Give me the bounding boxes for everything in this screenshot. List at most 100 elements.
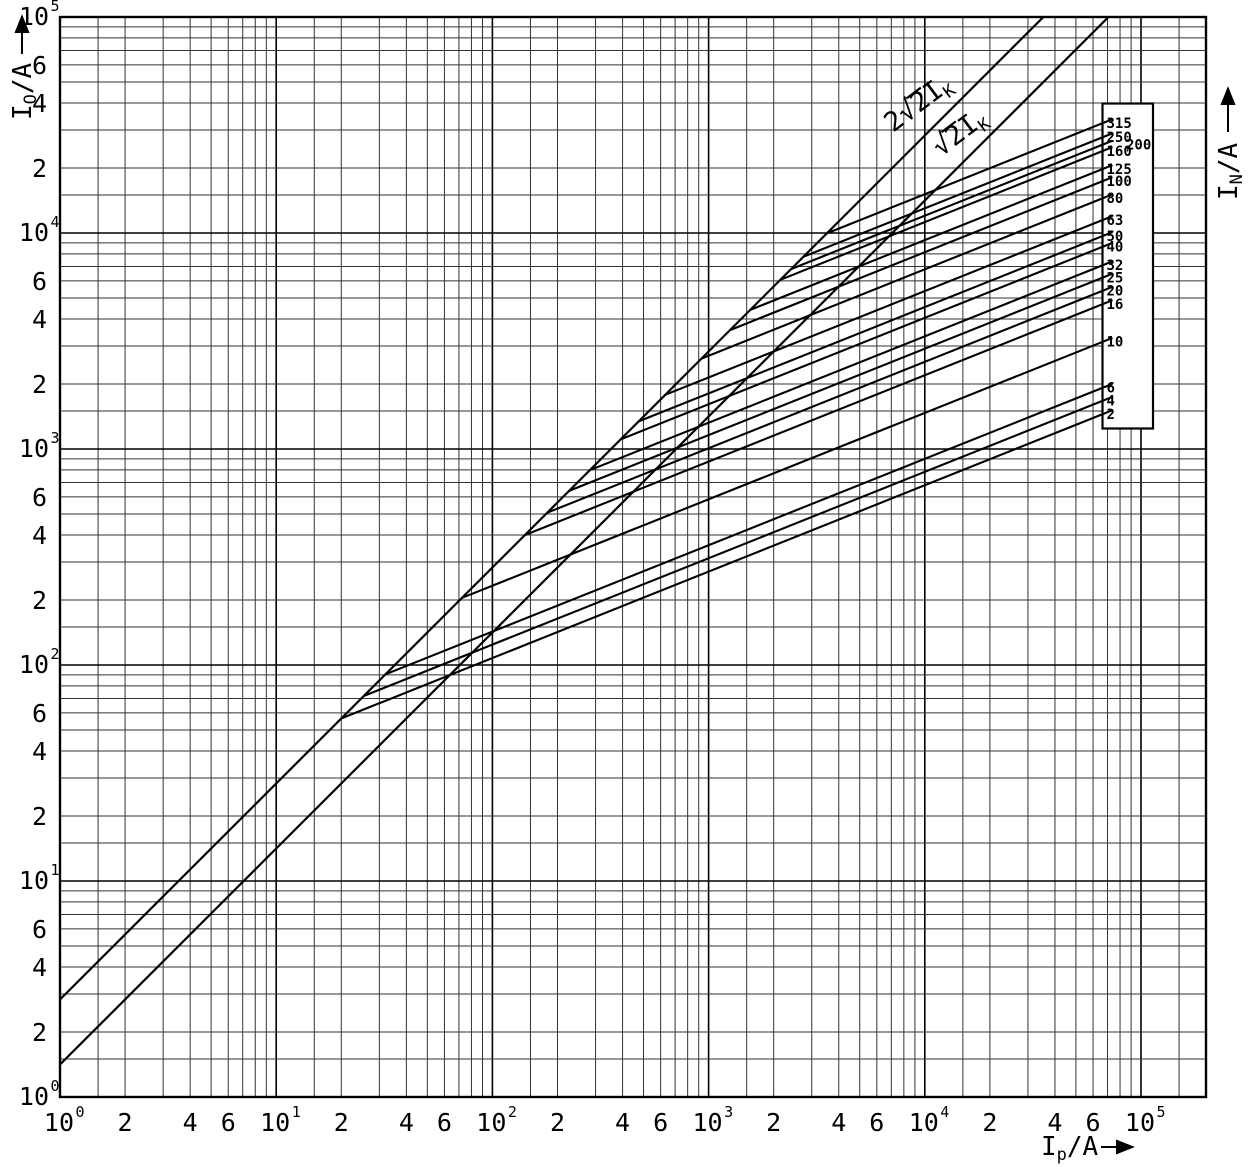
x-axis-tick-minor: 4 — [399, 1108, 414, 1137]
legend-label-100: 100 — [1107, 174, 1132, 190]
y-axis-tick-10e1: 10 — [19, 866, 49, 895]
y-axis-tick-minor: 4 — [32, 89, 47, 118]
fuse-curve-250 — [802, 132, 1113, 258]
y-axis-tick-minor: 6 — [32, 51, 47, 80]
fuse-curve-40 — [620, 241, 1113, 441]
fuse-curve-125 — [749, 164, 1113, 311]
y-axis-tick-10e4: 10 — [19, 218, 49, 247]
legend-label-160: 160 — [1107, 144, 1132, 160]
x-axis-tick-minor: 4 — [1047, 1108, 1062, 1137]
x-axis-tick-minor: 6 — [1086, 1108, 1101, 1137]
legend-label-16: 16 — [1107, 297, 1124, 313]
fuse-curve-25 — [568, 272, 1113, 492]
y-axis-tick-minor: 4 — [32, 953, 47, 982]
fuse-curve-100 — [729, 176, 1113, 332]
fuse-curve-2 — [341, 409, 1113, 720]
x-axis-tick-minor: 2 — [766, 1108, 781, 1137]
x-axis-tick-minor: 2 — [118, 1108, 133, 1137]
y-axis-tick-minor: 2 — [32, 1018, 47, 1047]
y-axis-tick-minor: 2 — [32, 370, 47, 399]
boundary-line-sym-peak — [59, 16, 1110, 1066]
y-axis-tick-minor: 6 — [32, 699, 47, 728]
x-axis-tick-minor: 6 — [869, 1108, 884, 1137]
y-axis-title: IO/A — [8, 14, 41, 120]
boundary-lines — [59, 16, 1110, 1066]
legend-label-10: 10 — [1107, 335, 1124, 351]
x-axis-tick-10e3: 10 — [692, 1108, 722, 1137]
fuse-curve-32 — [589, 260, 1113, 472]
boundary-label-sym-text: √2IK — [927, 102, 996, 166]
legend-label-20: 20 — [1107, 284, 1124, 300]
fuse-curve-16 — [524, 299, 1113, 537]
y-axis-tick-exp: 3 — [51, 429, 60, 447]
boundary-line-asym-peak — [59, 16, 1045, 1001]
x-axis-tick-minor: 2 — [982, 1108, 997, 1137]
legend-label-80: 80 — [1107, 191, 1124, 207]
axis-tick-labels: 10 0 2 4 6 10 1 2 4 6 10 2 2 4 6 10 3 2 4 6 10 4 2 4 6 10 510 02461… — [19, 0, 1166, 1137]
y-axis-title-text: IO/A — [8, 62, 41, 120]
x-axis-tick-minor: 4 — [183, 1108, 198, 1137]
legend-label-32: 32 — [1107, 258, 1124, 274]
x-axis-tick-minor: 6 — [653, 1108, 668, 1137]
x-axis-tick-exp: 0 — [76, 1103, 85, 1121]
y-axis-tick-minor: 2 — [32, 802, 47, 831]
fuse-curve-20 — [546, 285, 1113, 514]
y-axis-tick-10e5: 10 — [19, 2, 49, 31]
legend-label-50: 50 — [1107, 229, 1124, 245]
y-axis-tick-minor: 6 — [32, 267, 47, 296]
legend-label-200: 200 — [1126, 138, 1151, 154]
x-axis-tick-minor: 4 — [615, 1108, 630, 1137]
legend-label-25: 25 — [1107, 271, 1124, 287]
y-axis-tick-exp: 1 — [51, 861, 60, 879]
x-axis-tick-minor: 6 — [221, 1108, 236, 1137]
y-axis-tick-exp: 0 — [51, 1077, 60, 1095]
y-axis-tick-minor: 4 — [32, 305, 47, 334]
fuse-curve-63 — [664, 215, 1113, 396]
legend-label-2: 2 — [1107, 407, 1115, 423]
x-axis-tick-10e0: 10 — [44, 1108, 74, 1137]
y-axis-tick-minor: 6 — [32, 483, 47, 512]
fuse-curve-6 — [385, 382, 1113, 676]
x-axis-tick-exp: 5 — [1157, 1103, 1166, 1121]
x-axis-tick-10e1: 10 — [260, 1108, 290, 1137]
radical-vinculum — [940, 120, 957, 134]
x-axis-tick-exp: 1 — [292, 1103, 301, 1121]
x-axis-tick-exp: 3 — [724, 1103, 733, 1121]
legend-label-4: 4 — [1107, 394, 1115, 410]
y-axis-tick-exp: 4 — [51, 213, 60, 231]
y-axis-tick-exp: 2 — [51, 645, 60, 663]
x-axis-title-text: Ip/A — [1041, 1132, 1099, 1165]
y-axis-tick-minor: 2 — [32, 154, 47, 183]
boundary-label-sym-peak: √2IK — [927, 102, 996, 166]
legend-label-315: 315 — [1107, 116, 1132, 132]
fuse-curve-10 — [461, 336, 1113, 599]
legend-label-40: 40 — [1107, 240, 1124, 256]
x-axis-tick-exp: 4 — [940, 1103, 949, 1121]
y-axis-tick-minor: 4 — [32, 521, 47, 550]
plot-border — [58, 15, 1208, 1099]
fuse-curves — [341, 118, 1113, 720]
y-axis-tick-10e2: 10 — [19, 650, 49, 679]
radical-vinculum — [905, 86, 922, 100]
x-axis-tick-minor: 6 — [437, 1108, 452, 1137]
fuse-curve-160 — [779, 146, 1113, 281]
grid-lines — [60, 17, 1206, 1097]
x-axis-tick-minor: 2 — [550, 1108, 565, 1137]
y-axis-tick-10e0: 10 — [19, 1082, 49, 1111]
right-axis-title: IN/A — [1214, 86, 1247, 200]
x-axis-tick-exp: 2 — [508, 1103, 517, 1121]
fuse-curve-50 — [638, 231, 1113, 423]
x-axis-tick-10e5: 10 — [1125, 1108, 1155, 1137]
y-axis-tick-minor: 2 — [32, 586, 47, 615]
fuse-curve-4 — [363, 395, 1113, 697]
x-axis-tick-minor: 4 — [831, 1108, 846, 1137]
x-axis-tick-minor: 2 — [334, 1108, 349, 1137]
fuse-curve-80 — [701, 193, 1113, 360]
x-axis-title: Ip/A — [1041, 1132, 1135, 1165]
legend-label-125: 125 — [1107, 162, 1132, 178]
y-axis-tick-10e3: 10 — [19, 434, 49, 463]
legend-label-250: 250 — [1107, 130, 1132, 146]
